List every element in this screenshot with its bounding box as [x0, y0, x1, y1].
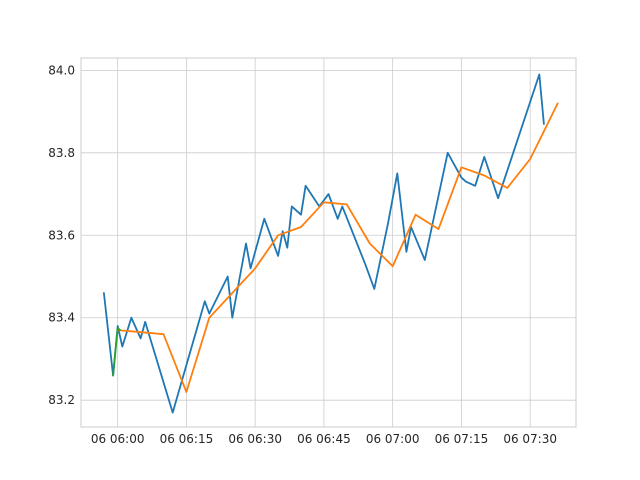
y-tick-label: 84.0 [48, 63, 75, 77]
x-tick-label: 06 06:00 [91, 432, 145, 446]
x-axis-ticks: 06 06:00 06 06:15 06 06:30 06 06:45 06 07:00… [91, 432, 557, 446]
y-tick-label: 83.4 [48, 311, 75, 325]
y-tick-label: 83.2 [48, 393, 75, 407]
y-axis-ticks: 83.2 83.4 83.6 83.8 84.0 [48, 63, 75, 407]
x-tick-label: 06 06:45 [297, 432, 351, 446]
series-line-2 [116, 102, 559, 393]
series-line-1 [103, 73, 545, 414]
grid [81, 58, 576, 427]
x-tick-label: 06 07:00 [366, 432, 420, 446]
y-tick-label: 83.8 [48, 146, 75, 160]
series-line-3 [112, 327, 121, 377]
x-tick-label: 06 07:15 [435, 432, 489, 446]
y-tick-label: 83.6 [48, 228, 75, 242]
x-tick-label: 06 06:15 [160, 432, 214, 446]
series-lines [103, 73, 559, 414]
plot-frame [80, 57, 577, 428]
x-tick-label: 06 06:30 [228, 432, 282, 446]
x-tick-label: 06 07:30 [503, 432, 557, 446]
